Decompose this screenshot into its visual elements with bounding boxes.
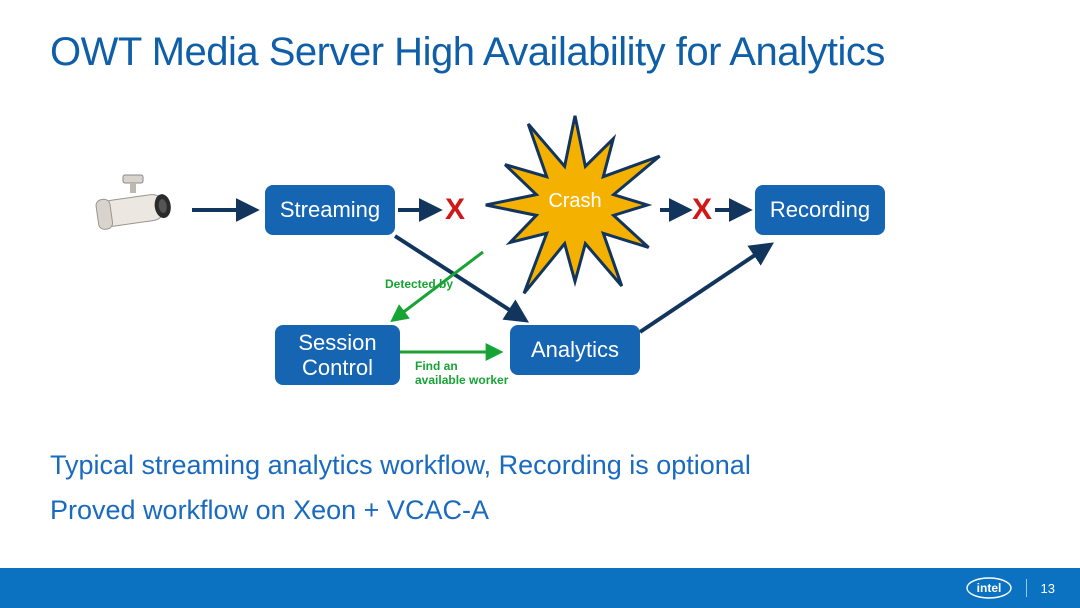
- footer-divider: [1026, 579, 1027, 597]
- node-recording: Recording: [755, 185, 885, 235]
- svg-text:intel: intel: [976, 581, 1001, 595]
- bullet-line: Proved workflow on Xeon + VCAC-A: [50, 495, 489, 526]
- annotation-detected-by: Detected by: [385, 278, 453, 292]
- bullet-line: Typical streaming analytics workflow, Re…: [50, 450, 751, 481]
- x-mark-icon: X: [445, 193, 465, 227]
- node-analytics: Analytics: [510, 325, 640, 375]
- slide-title: OWT Media Server High Availability for A…: [50, 30, 885, 75]
- slide: OWT Media Server High Availability for A…: [0, 0, 1080, 608]
- intel-logo-icon: intel: [966, 577, 1012, 599]
- node-streaming: Streaming: [265, 185, 395, 235]
- x-mark-icon: X: [692, 193, 712, 227]
- page-number: 13: [1041, 581, 1055, 596]
- node-session-control: Session Control: [275, 325, 400, 385]
- crash-label: Crash: [548, 190, 601, 213]
- annotation-find-worker: Find an available worker: [415, 360, 508, 388]
- footer-bar: intel 13: [0, 568, 1080, 608]
